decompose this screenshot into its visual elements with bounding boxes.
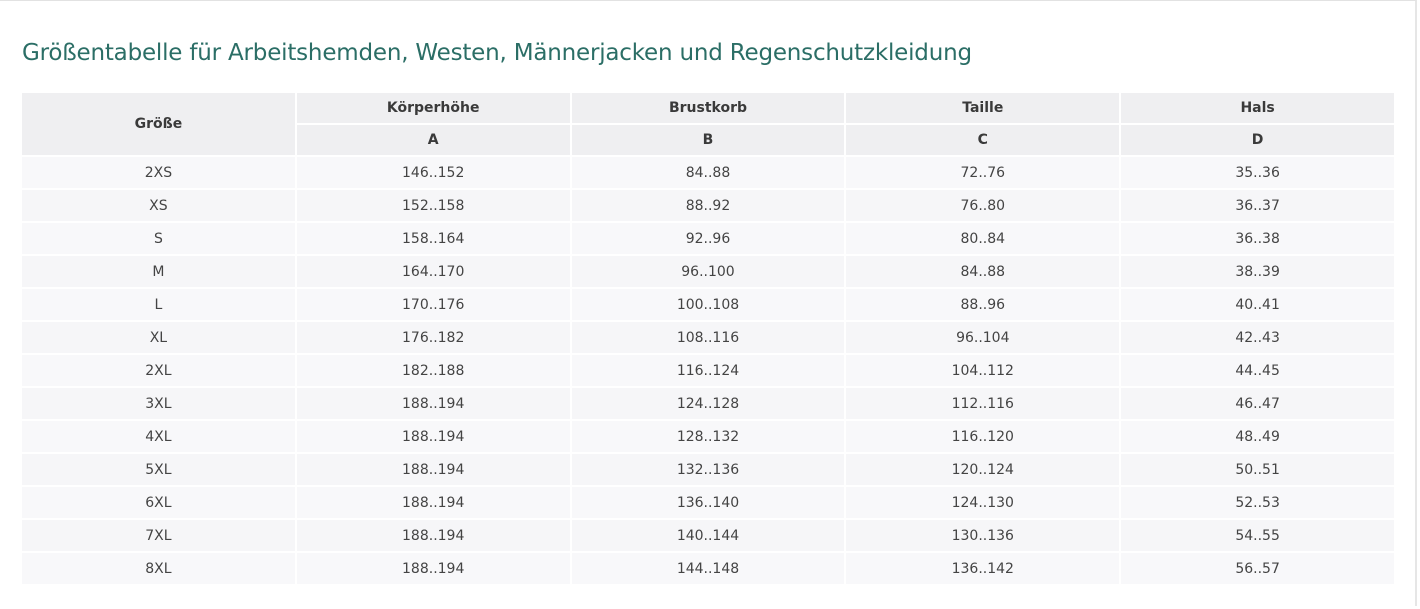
cell-taille: 136..142	[846, 553, 1120, 584]
cell-koerperhoehe: 176..182	[296, 322, 570, 353]
cell-koerperhoehe: 164..170	[296, 256, 570, 287]
column-header-brustkorb: Brustkorb	[571, 93, 845, 123]
cell-brustkorb: 100..108	[571, 289, 845, 320]
cell-taille: 124..130	[846, 487, 1120, 518]
cell-size: 4XL	[22, 421, 295, 452]
table-row: S 158..164 92..96 80..84 36..38	[22, 223, 1394, 254]
cell-taille: 84..88	[846, 256, 1120, 287]
cell-taille: 80..84	[846, 223, 1120, 254]
column-code-d: D	[1121, 125, 1394, 155]
cell-size: 2XL	[22, 355, 295, 386]
cell-hals: 44..45	[1121, 355, 1394, 386]
page-title: Größentabelle für Arbeitshemden, Westen,…	[22, 40, 972, 66]
cell-size: 8XL	[22, 553, 295, 584]
column-header-taille: Taille	[846, 93, 1120, 123]
cell-brustkorb: 88..92	[571, 190, 845, 221]
cell-hals: 48..49	[1121, 421, 1394, 452]
cell-hals: 56..57	[1121, 553, 1394, 584]
cell-brustkorb: 92..96	[571, 223, 845, 254]
cell-size: XS	[22, 190, 295, 221]
cell-koerperhoehe: 188..194	[296, 520, 570, 551]
cell-size: L	[22, 289, 295, 320]
table-row: 8XL 188..194 144..148 136..142 56..57	[22, 553, 1394, 584]
cell-brustkorb: 140..144	[571, 520, 845, 551]
cell-koerperhoehe: 188..194	[296, 487, 570, 518]
cell-koerperhoehe: 170..176	[296, 289, 570, 320]
table-row: 4XL 188..194 128..132 116..120 48..49	[22, 421, 1394, 452]
cell-brustkorb: 136..140	[571, 487, 845, 518]
cell-taille: 96..104	[846, 322, 1120, 353]
table-row: 2XL 182..188 116..124 104..112 44..45	[22, 355, 1394, 386]
cell-koerperhoehe: 158..164	[296, 223, 570, 254]
cell-hals: 52..53	[1121, 487, 1394, 518]
table-row: XL 176..182 108..116 96..104 42..43	[22, 322, 1394, 353]
cell-koerperhoehe: 152..158	[296, 190, 570, 221]
table-row: 7XL 188..194 140..144 130..136 54..55	[22, 520, 1394, 551]
cell-brustkorb: 144..148	[571, 553, 845, 584]
cell-brustkorb: 96..100	[571, 256, 845, 287]
column-code-b: B	[571, 125, 845, 155]
header-code-row: A B C D	[22, 125, 1394, 155]
cell-taille: 116..120	[846, 421, 1120, 452]
cell-size: 5XL	[22, 454, 295, 485]
cell-taille: 112..116	[846, 388, 1120, 419]
cell-koerperhoehe: 182..188	[296, 355, 570, 386]
header-row: Größe Körperhöhe Brustkorb Taille Hals	[22, 93, 1394, 155]
table-row: 2XS 146..152 84..88 72..76 35..36	[22, 157, 1394, 188]
cell-size: 3XL	[22, 388, 295, 419]
cell-size: 6XL	[22, 487, 295, 518]
cell-size: S	[22, 223, 295, 254]
cell-taille: 130..136	[846, 520, 1120, 551]
table-row: XS 152..158 88..92 76..80 36..37	[22, 190, 1394, 221]
column-code-c: C	[846, 125, 1120, 155]
table-row: M 164..170 96..100 84..88 38..39	[22, 256, 1394, 287]
cell-hals: 46..47	[1121, 388, 1394, 419]
cell-size: 2XS	[22, 157, 295, 188]
cell-hals: 54..55	[1121, 520, 1394, 551]
cell-hals: 40..41	[1121, 289, 1394, 320]
cell-brustkorb: 116..124	[571, 355, 845, 386]
cell-brustkorb: 84..88	[571, 157, 845, 188]
cell-hals: 42..43	[1121, 322, 1394, 353]
table-row: L 170..176 100..108 88..96 40..41	[22, 289, 1394, 320]
cell-taille: 76..80	[846, 190, 1120, 221]
column-header-hals: Hals	[1121, 93, 1394, 123]
cell-koerperhoehe: 188..194	[296, 454, 570, 485]
column-code-a: A	[296, 125, 570, 155]
cell-taille: 72..76	[846, 157, 1120, 188]
size-table: Größe Körperhöhe Brustkorb Taille Hals A…	[20, 91, 1396, 586]
size-column-header: Größe	[22, 93, 295, 155]
cell-hals: 35..36	[1121, 157, 1394, 188]
cell-hals: 36..38	[1121, 223, 1394, 254]
cell-koerperhoehe: 188..194	[296, 553, 570, 584]
cell-koerperhoehe: 146..152	[296, 157, 570, 188]
cell-size: M	[22, 256, 295, 287]
cell-brustkorb: 128..132	[571, 421, 845, 452]
cell-size: 7XL	[22, 520, 295, 551]
column-header-koerperhoehe: Körperhöhe	[296, 93, 570, 123]
cell-brustkorb: 132..136	[571, 454, 845, 485]
cell-taille: 120..124	[846, 454, 1120, 485]
table-row: 3XL 188..194 124..128 112..116 46..47	[22, 388, 1394, 419]
cell-brustkorb: 108..116	[571, 322, 845, 353]
cell-size: XL	[22, 322, 295, 353]
cell-koerperhoehe: 188..194	[296, 421, 570, 452]
table-row: 5XL 188..194 132..136 120..124 50..51	[22, 454, 1394, 485]
cell-hals: 38..39	[1121, 256, 1394, 287]
cell-koerperhoehe: 188..194	[296, 388, 570, 419]
cell-taille: 104..112	[846, 355, 1120, 386]
cell-taille: 88..96	[846, 289, 1120, 320]
cell-hals: 36..37	[1121, 190, 1394, 221]
cell-brustkorb: 124..128	[571, 388, 845, 419]
table-row: 6XL 188..194 136..140 124..130 52..53	[22, 487, 1394, 518]
cell-hals: 50..51	[1121, 454, 1394, 485]
